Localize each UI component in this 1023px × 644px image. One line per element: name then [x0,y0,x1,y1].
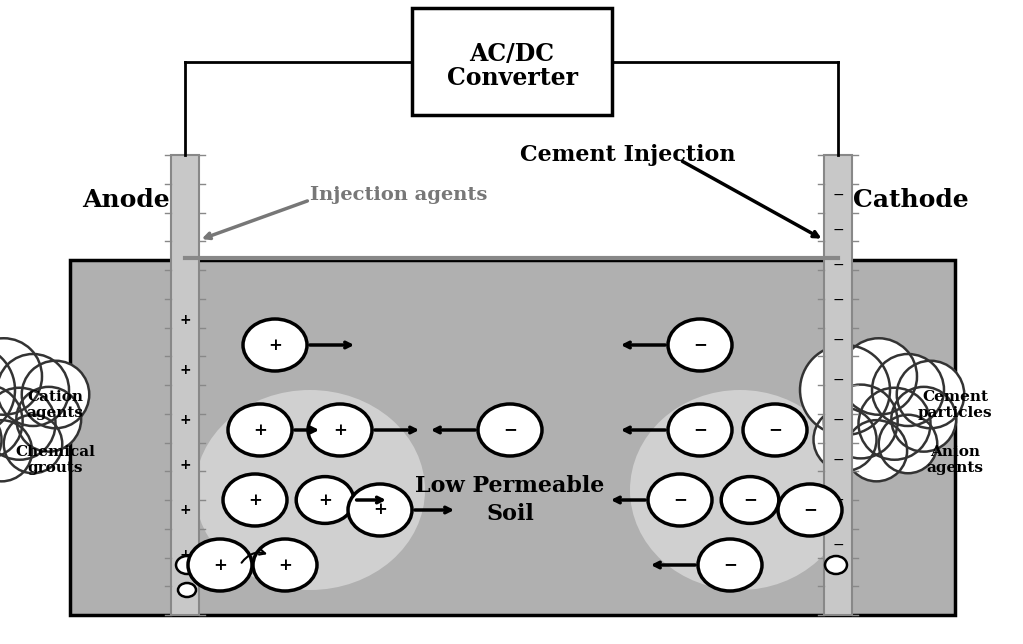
Ellipse shape [779,484,842,536]
Text: +: + [253,422,267,439]
Ellipse shape [195,390,425,590]
Text: −: − [832,493,844,507]
Ellipse shape [297,477,354,524]
Circle shape [0,408,1,471]
Ellipse shape [630,390,850,590]
Text: +: + [278,556,292,574]
Text: +: + [213,556,227,574]
Text: −: − [768,422,782,439]
Text: +: + [248,491,262,509]
Text: −: − [693,422,707,439]
Bar [171,155,199,615]
Text: +: + [179,458,191,472]
Circle shape [0,345,15,435]
Text: Cement Injection: Cement Injection [520,144,736,166]
Circle shape [841,338,917,415]
Text: Anode: Anode [82,188,170,212]
Circle shape [800,345,890,435]
Ellipse shape [648,474,712,526]
Text: −: − [723,556,737,574]
Text: −: − [832,413,844,427]
Text: −: − [832,223,844,237]
Text: Cation
agents: Cation agents [27,390,84,420]
Text: Anion
agents: Anion agents [927,445,983,475]
Circle shape [0,420,32,481]
Ellipse shape [253,539,317,591]
Circle shape [879,415,937,473]
Ellipse shape [668,319,732,371]
Ellipse shape [243,319,307,371]
Text: Cement
particles: Cement particles [918,390,992,420]
Circle shape [16,387,81,451]
Circle shape [813,408,877,471]
Text: +: + [373,502,387,518]
Text: −: − [832,453,844,467]
Ellipse shape [228,404,292,456]
Ellipse shape [743,404,807,456]
Bar [70,260,955,615]
Text: Converter: Converter [446,66,578,90]
Text: −: − [503,422,517,439]
Circle shape [846,420,907,481]
Circle shape [4,415,62,473]
Ellipse shape [721,477,779,524]
Text: −: − [743,491,757,509]
Text: −: − [832,258,844,272]
Text: Cathode: Cathode [853,188,969,212]
Circle shape [21,361,89,428]
Ellipse shape [188,539,252,591]
Text: −: − [832,538,844,552]
Text: +: + [318,491,331,509]
Text: −: − [832,188,844,202]
Ellipse shape [348,484,412,536]
Circle shape [824,384,897,459]
Circle shape [872,354,944,426]
Text: −: − [832,293,844,307]
Text: +: + [179,548,191,562]
Ellipse shape [698,539,762,591]
Ellipse shape [668,404,732,456]
Text: −: − [832,333,844,347]
Circle shape [858,388,931,460]
Circle shape [891,387,957,451]
Ellipse shape [176,556,198,574]
Text: −: − [673,491,686,509]
Text: Chemical
grouts: Chemical grouts [15,445,95,475]
Circle shape [0,338,42,415]
Bar [824,155,852,615]
Text: AC/DC: AC/DC [470,41,554,66]
Bar [412,8,612,115]
Text: +: + [179,313,191,327]
Circle shape [0,354,69,426]
Text: −: − [803,502,817,518]
Text: +: + [179,413,191,427]
Ellipse shape [308,404,372,456]
Circle shape [897,361,965,428]
Ellipse shape [223,474,287,526]
Circle shape [0,384,23,459]
Text: −: − [693,337,707,354]
Ellipse shape [478,404,542,456]
Circle shape [0,388,55,460]
Text: +: + [268,337,282,354]
Text: Injection agents: Injection agents [310,186,487,204]
Text: +: + [333,422,347,439]
Ellipse shape [178,583,196,597]
Ellipse shape [825,556,847,574]
Text: +: + [179,503,191,517]
Text: +: + [179,363,191,377]
Text: Low Permeable
Soil: Low Permeable Soil [415,475,605,526]
Text: −: − [832,373,844,387]
